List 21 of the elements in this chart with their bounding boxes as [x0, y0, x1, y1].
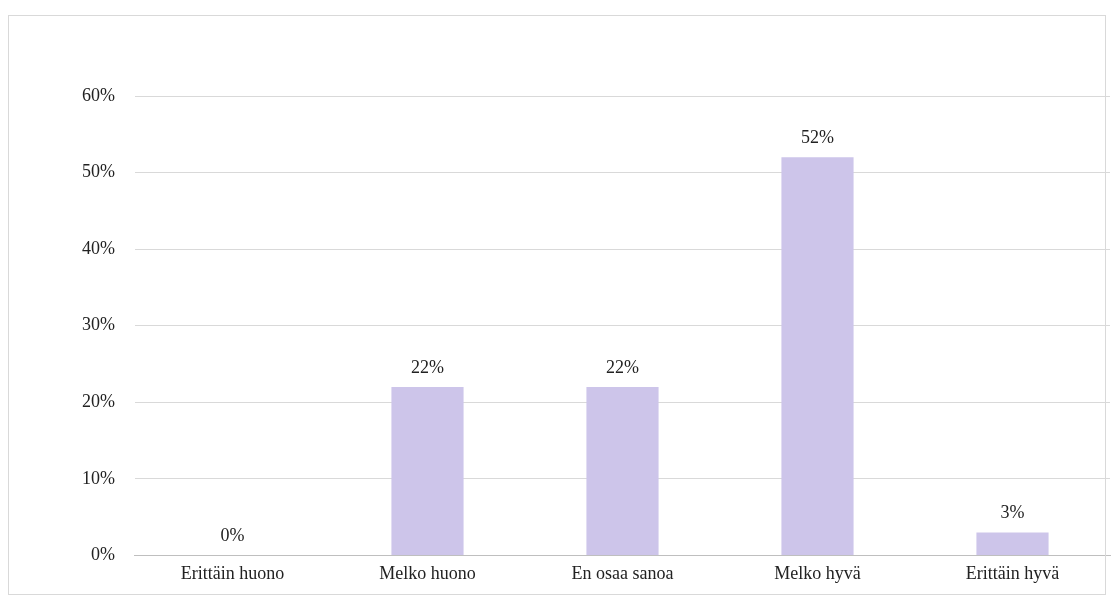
- data-label: 52%: [801, 126, 834, 147]
- y-tick-label: 20%: [81, 391, 115, 411]
- bar: [976, 532, 1049, 555]
- y-tick-label: 50%: [81, 161, 115, 182]
- x-tick-label: En osaa sanoa: [571, 562, 674, 583]
- bar: [391, 386, 464, 555]
- y-tick-label: 10%: [81, 467, 115, 488]
- data-label: 22%: [606, 356, 639, 377]
- y-tick-label: 0%: [90, 544, 115, 565]
- bar: [781, 157, 854, 555]
- y-tick-label: 60%: [81, 84, 115, 105]
- x-tick-label: Melko hyvä: [774, 562, 861, 583]
- data-label: 22%: [411, 356, 444, 377]
- y-tick-label: 40%: [81, 237, 115, 258]
- data-label: 0%: [220, 525, 245, 546]
- x-tick-label: Erittäin huono: [180, 562, 285, 583]
- x-tick-label: Melko huono: [379, 562, 476, 583]
- bar: [586, 386, 659, 555]
- data-label: 3%: [1000, 502, 1025, 523]
- y-tick-label: 30%: [81, 314, 115, 335]
- x-tick-label: Erittäin hyvä: [965, 562, 1060, 583]
